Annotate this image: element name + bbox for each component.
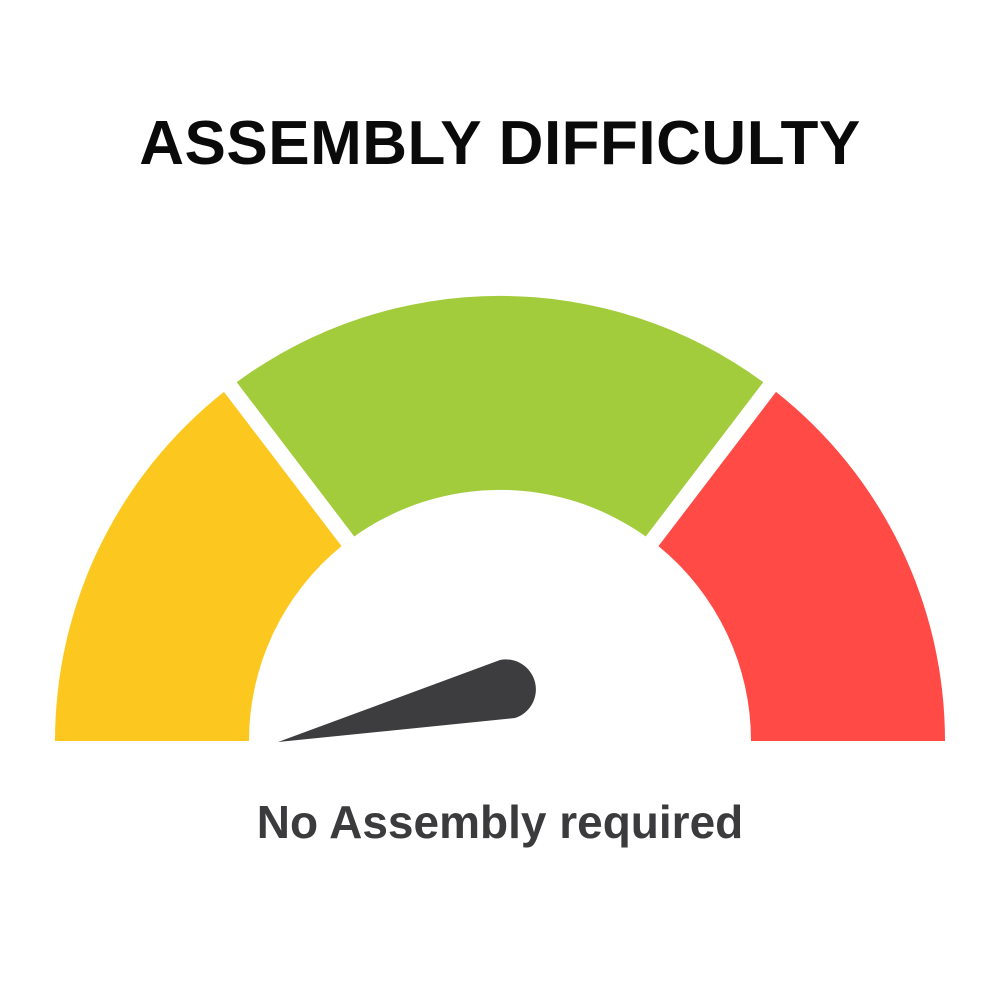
gauge-segment-easy [54, 391, 342, 741]
difficulty-caption: No Assembly required [256, 796, 744, 848]
gauge-segment-medium [236, 295, 764, 537]
gauge-segment-hard [658, 391, 945, 741]
gauge-title: ASSEMBLY DIFFICULTY [139, 109, 861, 178]
gauge-needle [278, 659, 536, 742]
